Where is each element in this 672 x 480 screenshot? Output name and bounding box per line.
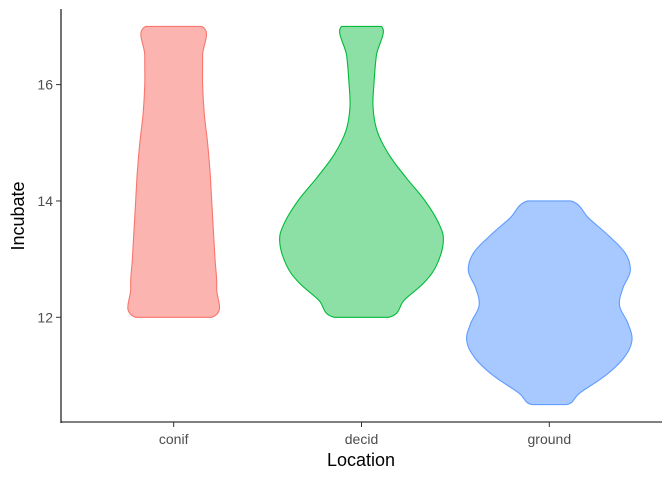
x-tick-label: conif	[159, 431, 189, 447]
y-tick-label: 16	[37, 77, 53, 93]
x-ticks: conif decid ground	[159, 422, 571, 447]
violins	[127, 25, 633, 406]
x-tick-label: decid	[345, 431, 378, 447]
y-ticks: 12 14 16	[37, 77, 61, 325]
violin-ground	[466, 200, 633, 406]
y-tick-label: 12	[37, 309, 53, 325]
y-tick-label: 14	[37, 193, 53, 209]
y-axis-title: Incubate	[8, 181, 28, 250]
violin-conif	[127, 25, 221, 318]
violin-decid	[279, 25, 444, 318]
x-axis-title: Location	[327, 450, 395, 470]
x-tick-label: ground	[528, 431, 572, 447]
